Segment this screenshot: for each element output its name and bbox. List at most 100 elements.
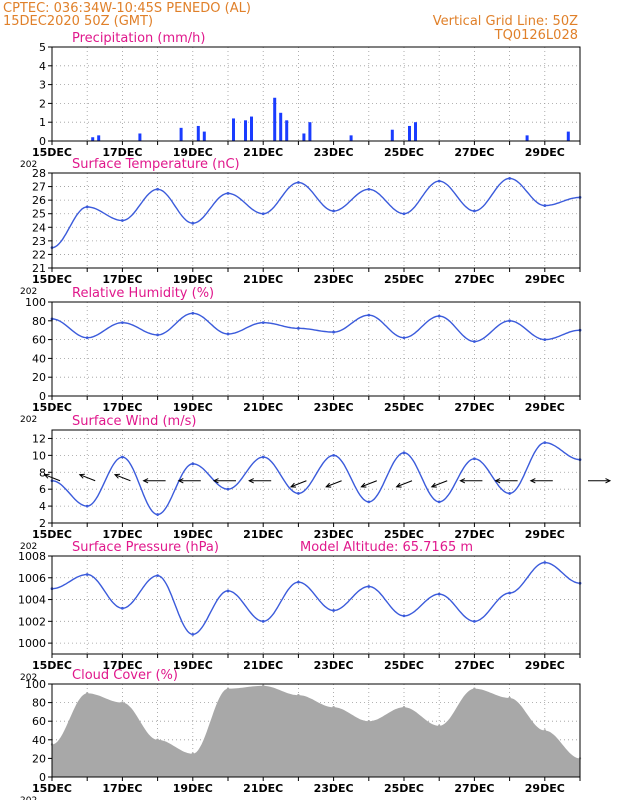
x-tick-label: 23DEC — [314, 528, 354, 541]
precip-bar — [414, 122, 417, 141]
location-title: CPTEC: 036:34W-10:45S PENEDO (AL) — [3, 1, 251, 16]
y-tick-label: 10 — [32, 449, 46, 462]
precip-bar — [273, 97, 277, 141]
y-tick-label: 26 — [32, 194, 46, 207]
x-tick-label: 21DEC — [243, 401, 283, 414]
wind-arrow-head — [360, 482, 367, 488]
y-tick-label: 25 — [32, 208, 46, 221]
x-tick-label: 25DEC — [384, 782, 424, 795]
data-point — [367, 585, 371, 588]
x-tick-label: 25DEC — [384, 401, 424, 414]
data-point — [437, 592, 441, 596]
wind-arrow-head — [325, 482, 332, 488]
x-tick-label: 21DEC — [243, 659, 283, 672]
data-point — [85, 336, 89, 340]
grid-line-note: Vertical Grid Line: 50Z — [432, 14, 578, 29]
wind-arrow — [431, 480, 448, 488]
data-point — [156, 333, 160, 337]
y-tick-label: 2 — [39, 97, 46, 110]
wind-arrow — [396, 480, 413, 488]
cloud-cover-point — [191, 752, 194, 755]
x-tick-label: 17DEC — [102, 782, 142, 795]
x-tick-label: 23DEC — [314, 146, 354, 159]
data-point — [85, 573, 89, 576]
x-tick-label: 27DEC — [454, 659, 494, 672]
panel-title: Precipitation (mm/h) — [72, 31, 205, 46]
data-point — [402, 212, 406, 216]
data-point — [191, 633, 195, 636]
wind-arrow — [114, 474, 131, 482]
data-point — [156, 187, 160, 191]
wind-arrow — [361, 480, 377, 488]
precip-bar — [244, 120, 247, 141]
model-id: TQ0126L028 — [494, 28, 578, 43]
data-point — [367, 187, 371, 191]
x-tick-label: 15DEC — [32, 401, 72, 414]
year-label: 202 — [20, 287, 37, 297]
panel-1: 0 1 2 3 4 5 15DEC 17DEC 19DEC 21DEC 23DEC 25DEC 27DE… — [20, 31, 581, 170]
precip-bar — [285, 120, 289, 141]
y-tick-label: 12 — [32, 432, 46, 445]
data-point — [543, 204, 547, 207]
panel-5: 1000 1002 1004 1006 1008 15DEC 17DEC 19DEC 21DEC… — [18, 540, 582, 683]
precip-bar — [390, 129, 394, 141]
cloud-cover-point — [543, 729, 546, 732]
data-point — [437, 500, 441, 504]
data-point — [156, 574, 160, 577]
data-point — [297, 492, 300, 495]
x-tick-label: 27DEC — [454, 782, 494, 795]
precip-bar — [202, 131, 206, 141]
cloud-cover-point — [402, 706, 406, 709]
y-tick-label: 100 — [25, 678, 46, 691]
wind-arrow-head — [212, 478, 219, 484]
y-tick-label: 8 — [39, 466, 46, 479]
y-tick-label: 5 — [39, 41, 46, 54]
panel-title: Cloud Cover (%) — [72, 668, 178, 683]
panel-title: Surface Pressure (hPa) — [72, 540, 219, 555]
data-point — [473, 340, 476, 343]
x-tick-label: 17DEC — [102, 146, 142, 159]
data-point — [261, 455, 265, 459]
wind-arrow-head — [395, 482, 402, 488]
x-tick-label: 19DEC — [173, 528, 213, 541]
y-tick-label: 60 — [32, 334, 46, 347]
panel-frame — [51, 301, 581, 397]
y-tick-label: 6 — [39, 483, 46, 496]
data-point — [508, 492, 511, 495]
y-tick-label: 27 — [32, 181, 46, 194]
x-tick-label: 23DEC — [314, 659, 354, 672]
panel-frame — [51, 46, 581, 142]
x-tick-label: 25DEC — [384, 659, 424, 672]
wind-arrow — [290, 480, 307, 488]
x-tick-label: 15DEC — [32, 659, 72, 672]
panel-3: 0 20 40 60 80 100 15DEC 17DEC 19DEC 21DEC 23DEC 25D… — [20, 286, 582, 425]
x-tick-label: 17DEC — [102, 528, 142, 541]
panel-title: Surface Wind (m/s) — [72, 414, 196, 429]
x-tick-label: 25DEC — [384, 528, 424, 541]
data-point — [226, 332, 230, 336]
data-point — [297, 326, 300, 330]
data-point — [543, 561, 547, 564]
x-tick-label: 23DEC — [314, 782, 354, 795]
precip-bar — [308, 122, 312, 141]
y-tick-label: 28 — [32, 167, 46, 180]
precip-bar — [97, 135, 101, 141]
data-point — [437, 314, 441, 318]
data-point — [191, 221, 195, 225]
x-tick-label: 17DEC — [102, 659, 142, 672]
x-tick-label: 23DEC — [314, 273, 354, 286]
y-tick-label: 40 — [32, 734, 46, 747]
data-point — [156, 513, 160, 516]
panel-annotation: Model Altitude: 65.7165 m — [300, 540, 473, 555]
panel-frame — [51, 683, 581, 778]
y-tick-label: 80 — [32, 697, 46, 710]
y-tick-label: 24 — [32, 221, 46, 234]
data-point — [261, 619, 265, 623]
data-point — [226, 487, 230, 491]
precip-bar — [250, 116, 253, 141]
y-tick-label: 0 — [39, 390, 46, 403]
x-tick-label: 29DEC — [525, 528, 565, 541]
year-label: 202 — [20, 542, 37, 552]
panel-4: 2 4 6 8 10 12 15DEC 17DEC 19DEC 21DEC 23DEC 25DEC 27… — [20, 414, 612, 552]
wind-arrow-head — [494, 478, 501, 484]
